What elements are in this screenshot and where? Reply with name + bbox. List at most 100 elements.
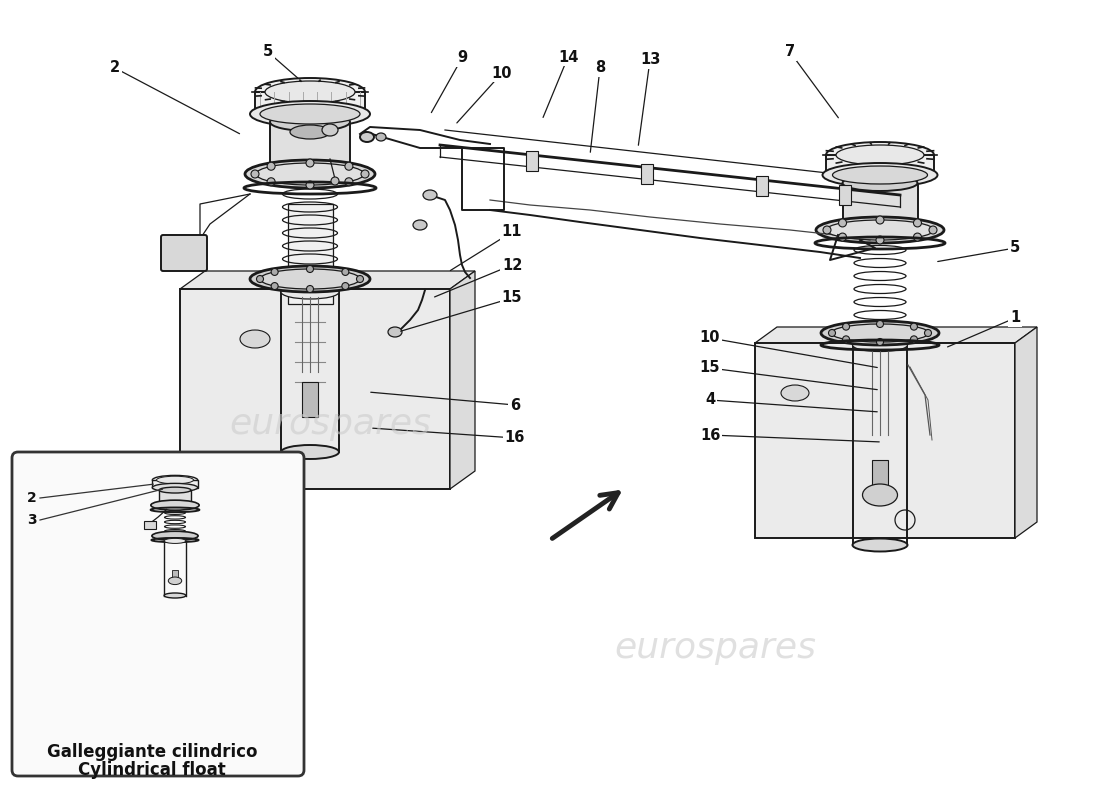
Ellipse shape (152, 483, 198, 492)
Text: 6: 6 (510, 398, 520, 413)
Circle shape (913, 219, 922, 227)
Ellipse shape (245, 160, 375, 188)
Ellipse shape (388, 327, 401, 337)
Text: 16: 16 (505, 430, 525, 446)
Ellipse shape (240, 330, 270, 348)
Text: 10: 10 (492, 66, 513, 81)
Ellipse shape (843, 175, 917, 191)
Circle shape (271, 282, 278, 290)
Text: 2: 2 (110, 61, 120, 75)
Circle shape (911, 323, 917, 330)
Text: 12: 12 (502, 258, 522, 273)
Bar (152, 480, 198, 487)
Circle shape (251, 170, 258, 178)
Circle shape (342, 269, 349, 275)
Circle shape (876, 216, 884, 224)
Text: 14: 14 (558, 50, 579, 65)
Circle shape (828, 330, 836, 337)
Bar (843, 183, 918, 225)
Text: 10: 10 (700, 330, 720, 346)
Circle shape (911, 336, 917, 343)
Ellipse shape (412, 220, 427, 230)
Ellipse shape (360, 132, 374, 142)
Circle shape (876, 236, 884, 244)
Bar (526, 151, 538, 171)
Polygon shape (180, 271, 475, 289)
Ellipse shape (826, 142, 934, 168)
Text: 7: 7 (785, 45, 795, 59)
Ellipse shape (164, 538, 186, 543)
Bar (641, 163, 653, 183)
Circle shape (271, 269, 278, 275)
Circle shape (838, 233, 847, 241)
Text: 15: 15 (700, 361, 720, 375)
Ellipse shape (833, 166, 927, 184)
Ellipse shape (280, 285, 339, 299)
Ellipse shape (152, 475, 198, 485)
Text: 2: 2 (28, 491, 37, 505)
Polygon shape (1015, 327, 1037, 538)
FancyBboxPatch shape (255, 92, 365, 114)
Bar (302, 382, 318, 417)
Ellipse shape (826, 220, 934, 240)
Circle shape (307, 266, 314, 273)
Circle shape (267, 178, 275, 186)
Bar (839, 185, 850, 205)
Ellipse shape (826, 164, 934, 186)
Circle shape (345, 178, 353, 186)
Ellipse shape (830, 324, 930, 342)
Circle shape (924, 330, 932, 337)
Ellipse shape (255, 78, 365, 106)
Ellipse shape (816, 217, 944, 243)
Ellipse shape (823, 163, 937, 187)
Ellipse shape (151, 500, 199, 510)
Ellipse shape (265, 81, 355, 103)
Circle shape (306, 159, 313, 167)
Text: 11: 11 (502, 225, 522, 239)
Ellipse shape (290, 125, 330, 139)
Ellipse shape (260, 104, 360, 124)
Bar (143, 521, 156, 529)
Ellipse shape (852, 538, 907, 551)
Text: 5: 5 (1010, 241, 1020, 255)
Circle shape (306, 181, 313, 189)
Text: 8: 8 (595, 61, 605, 75)
Bar (756, 176, 768, 196)
Circle shape (913, 233, 922, 241)
Text: eurospares: eurospares (229, 407, 431, 441)
Text: Cylindrical float: Cylindrical float (78, 761, 226, 779)
Ellipse shape (424, 190, 437, 200)
Text: 4: 4 (705, 393, 715, 407)
Ellipse shape (843, 217, 917, 233)
Bar (755, 343, 1015, 538)
Circle shape (345, 162, 353, 170)
Text: eurospares: eurospares (614, 631, 816, 665)
Circle shape (331, 177, 339, 185)
Polygon shape (755, 327, 1037, 343)
Ellipse shape (255, 103, 365, 125)
Ellipse shape (862, 484, 898, 506)
Circle shape (267, 162, 275, 170)
Text: 13: 13 (640, 53, 660, 67)
Ellipse shape (322, 124, 338, 136)
Ellipse shape (270, 160, 350, 178)
Polygon shape (450, 271, 475, 489)
Bar (872, 460, 888, 495)
Circle shape (342, 282, 349, 290)
Ellipse shape (821, 321, 939, 345)
FancyBboxPatch shape (161, 235, 207, 271)
Ellipse shape (250, 101, 370, 127)
Text: 16: 16 (700, 427, 720, 442)
Bar (173, 570, 177, 581)
Ellipse shape (836, 145, 924, 165)
Bar (826, 155, 934, 175)
Text: 9: 9 (456, 50, 468, 66)
Ellipse shape (781, 385, 808, 401)
Circle shape (843, 323, 849, 330)
Bar (270, 122, 350, 169)
Circle shape (361, 170, 368, 178)
Circle shape (877, 338, 883, 346)
Text: 3: 3 (28, 513, 36, 527)
Text: Galleggiante cilindrico: Galleggiante cilindrico (46, 743, 257, 761)
Ellipse shape (156, 476, 194, 484)
